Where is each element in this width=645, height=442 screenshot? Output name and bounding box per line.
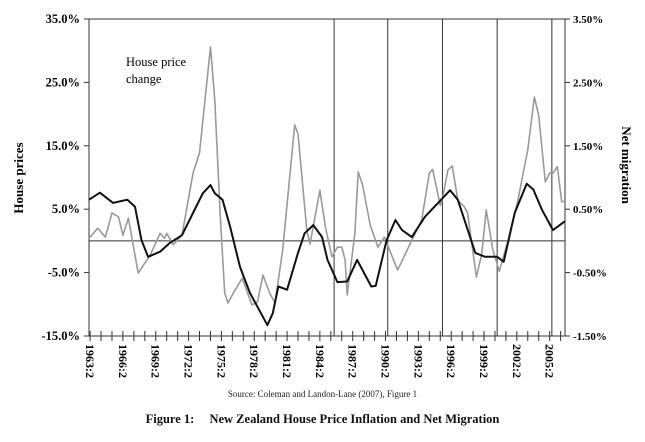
source-note: Source: Coleman and Landon-Lane (2007), … xyxy=(227,389,418,399)
x-tick-label: 2005:2 xyxy=(543,344,557,378)
x-tick-label: 1987:2 xyxy=(346,344,360,378)
x-tick-label: 1984:2 xyxy=(313,344,327,378)
y-left-tick-label: 5.0% xyxy=(52,202,80,216)
y-right-tick-label: 0.50% xyxy=(573,204,603,216)
y-right-tick-label: 1.50% xyxy=(573,141,603,153)
house-price-line xyxy=(88,46,565,306)
y-left-tick-label: 35.0% xyxy=(46,12,80,26)
x-tick-label: 1981:2 xyxy=(280,344,294,378)
y-right-tick-label: -0.50% xyxy=(573,268,607,280)
figure-label: Figure 1: xyxy=(145,412,195,426)
figure-caption: Figure 1: New Zealand House Price Inflat… xyxy=(0,412,645,427)
y-left-axis-title: House prices xyxy=(11,142,26,213)
x-tick-label: 1990:2 xyxy=(379,344,393,378)
x-tick-label: 1999:2 xyxy=(477,344,491,378)
annotation-line-1: House price xyxy=(126,55,186,69)
y-right-axis-title: Net migration xyxy=(619,126,634,204)
x-tick-label: 1975:2 xyxy=(214,344,228,378)
x-tick-label: 2002:2 xyxy=(510,344,524,378)
y-left-tick-label: -5.0% xyxy=(48,266,80,280)
y-right-tick-label: 2.50% xyxy=(573,77,603,89)
x-tick-label: 1996:2 xyxy=(444,344,458,378)
y-left-tick-label: 15.0% xyxy=(46,139,80,153)
x-tick-label: 1978:2 xyxy=(247,344,261,378)
y-left-tick-label: 25.0% xyxy=(46,75,80,89)
x-tick-label: 1972:2 xyxy=(182,344,196,378)
net-migration-line xyxy=(88,182,566,327)
annotation-line-2: change xyxy=(126,72,162,86)
x-tick-label: 1963:2 xyxy=(83,344,97,378)
x-tick-label: 1966:2 xyxy=(116,344,130,378)
x-tick-label: 1969:2 xyxy=(149,344,163,378)
x-tick-label: 1993:2 xyxy=(411,344,425,378)
chart-title: New Zealand House Price Inflation and Ne… xyxy=(209,412,500,426)
y-left-tick-label: -15.0% xyxy=(41,329,80,343)
y-right-tick-label: 3.50% xyxy=(573,14,603,26)
y-right-tick-label: -1.50% xyxy=(573,331,607,343)
